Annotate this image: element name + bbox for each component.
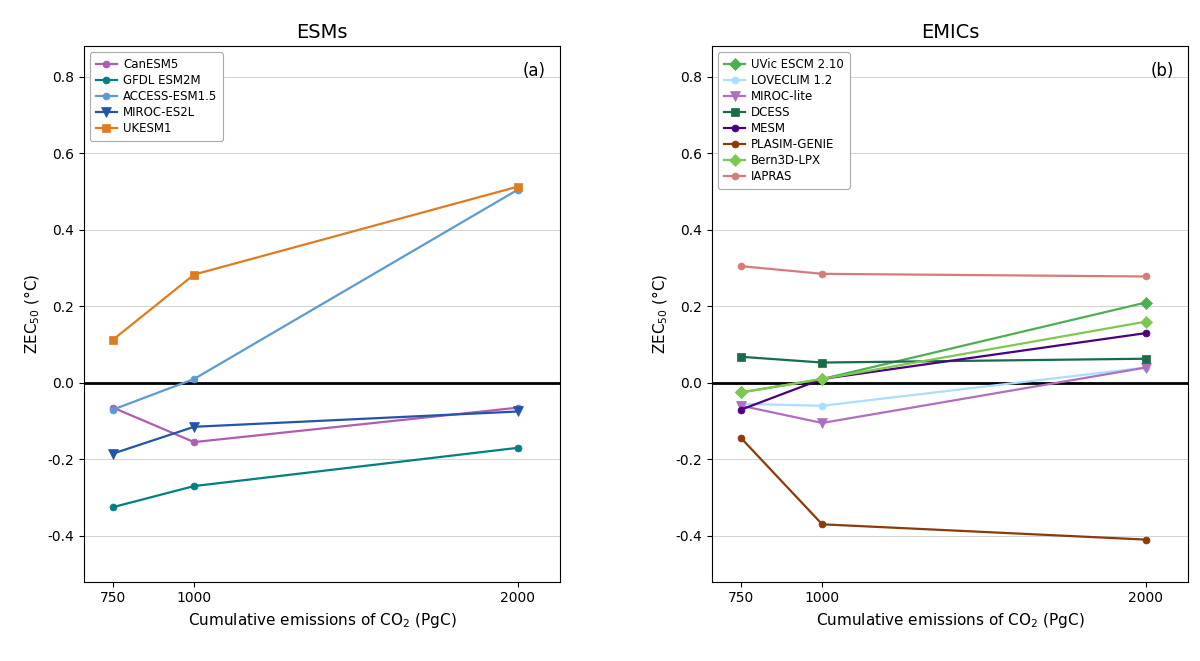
UVic ESCM 2.10 [815, 375, 829, 383]
Y-axis label: ZEC$_{50}$ (°C): ZEC$_{50}$ (°C) [650, 274, 670, 354]
IAPRAS [1139, 272, 1153, 280]
LOVECLIM 1.2 [734, 400, 749, 408]
UKESM1 [510, 182, 524, 190]
PLASIM-GENIE [1139, 535, 1153, 543]
MIROC-lite [1139, 364, 1153, 371]
MESM [815, 375, 829, 383]
Legend: UVic ESCM 2.10, LOVECLIM 1.2, MIROC-lite, DCESS, MESM, PLASIM-GENIE, Bern3D-LPX,: UVic ESCM 2.10, LOVECLIM 1.2, MIROC-lite… [718, 52, 850, 188]
Title: EMICs: EMICs [920, 23, 979, 42]
IAPRAS [815, 270, 829, 278]
Line: CanESM5: CanESM5 [109, 404, 521, 446]
CanESM5 [510, 404, 524, 412]
Legend: CanESM5, GFDL ESM2M, ACCESS-ESM1.5, MIROC-ES2L, UKESM1: CanESM5, GFDL ESM2M, ACCESS-ESM1.5, MIRO… [90, 52, 223, 141]
X-axis label: Cumulative emissions of CO$_2$ (PgC): Cumulative emissions of CO$_2$ (PgC) [816, 611, 1085, 630]
Line: ACCESS-ESM1.5: ACCESS-ESM1.5 [109, 186, 521, 413]
Text: (b): (b) [1151, 62, 1174, 81]
MIROC-lite [734, 402, 749, 410]
Line: MIROC-ES2L: MIROC-ES2L [108, 407, 523, 459]
Line: MIROC-lite: MIROC-lite [737, 363, 1151, 428]
GFDL ESM2M [187, 482, 202, 490]
Line: Bern3D-LPX: Bern3D-LPX [737, 317, 1150, 397]
DCESS [815, 358, 829, 366]
DCESS [734, 353, 749, 361]
Line: MESM: MESM [738, 330, 1150, 413]
X-axis label: Cumulative emissions of CO$_2$ (PgC): Cumulative emissions of CO$_2$ (PgC) [187, 611, 456, 630]
GFDL ESM2M [106, 503, 120, 511]
IAPRAS [734, 262, 749, 270]
PLASIM-GENIE [734, 434, 749, 442]
CanESM5 [187, 438, 202, 446]
Line: DCESS: DCESS [737, 352, 1150, 367]
UVic ESCM 2.10 [734, 389, 749, 397]
Line: IAPRAS: IAPRAS [738, 262, 1150, 280]
Line: LOVECLIM 1.2: LOVECLIM 1.2 [738, 364, 1150, 409]
LOVECLIM 1.2 [1139, 364, 1153, 371]
Title: ESMs: ESMs [296, 23, 348, 42]
MIROC-ES2L [106, 449, 120, 457]
MIROC-lite [815, 419, 829, 427]
UKESM1 [187, 270, 202, 278]
Bern3D-LPX [1139, 318, 1153, 326]
CanESM5 [106, 404, 120, 412]
MIROC-ES2L [510, 408, 524, 416]
Line: UVic ESCM 2.10: UVic ESCM 2.10 [737, 298, 1150, 397]
PLASIM-GENIE [815, 520, 829, 528]
Y-axis label: ZEC$_{50}$ (°C): ZEC$_{50}$ (°C) [23, 274, 42, 354]
Bern3D-LPX [815, 375, 829, 383]
DCESS [1139, 355, 1153, 363]
UKESM1 [106, 336, 120, 344]
MESM [734, 406, 749, 414]
Line: GFDL ESM2M: GFDL ESM2M [109, 444, 521, 510]
MESM [1139, 329, 1153, 337]
Text: (a): (a) [522, 62, 546, 81]
LOVECLIM 1.2 [815, 402, 829, 410]
ACCESS-ESM1.5 [510, 186, 524, 194]
Line: UKESM1: UKESM1 [109, 182, 522, 344]
ACCESS-ESM1.5 [187, 375, 202, 383]
ACCESS-ESM1.5 [106, 406, 120, 414]
UVic ESCM 2.10 [1139, 299, 1153, 307]
MIROC-ES2L [187, 423, 202, 431]
GFDL ESM2M [510, 444, 524, 452]
Bern3D-LPX [734, 389, 749, 397]
Line: PLASIM-GENIE: PLASIM-GENIE [738, 435, 1150, 543]
